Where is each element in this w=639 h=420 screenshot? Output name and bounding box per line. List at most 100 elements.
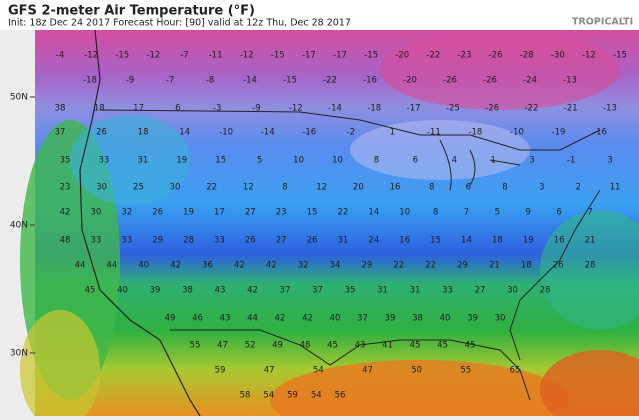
canada-cold	[380, 30, 620, 110]
temperature-value: 45	[327, 341, 338, 351]
temperature-value: 44	[106, 261, 117, 271]
temperature-value: 30	[96, 183, 107, 193]
temperature-value: 35	[60, 156, 71, 166]
temperature-value: 32	[121, 208, 132, 218]
temperature-value: 6	[413, 156, 418, 166]
temperature-labels: -4 -12 -15 -12 -7 -11 -12 -15 -17 -17 -15 -20 -22 -23…	[55, 51, 627, 401]
temperature-value: -19	[552, 128, 566, 138]
temperature-value: 26	[553, 261, 564, 271]
lat-label: 50N	[10, 93, 28, 103]
temperature-value: 37	[312, 286, 323, 296]
temperature-value: -13	[603, 104, 617, 114]
temperature-value: -15	[115, 51, 129, 61]
temperature-value: 8	[502, 183, 507, 193]
temperature-value: 56	[335, 391, 346, 401]
temperature-value: 42	[302, 314, 313, 324]
temperature-value: 42	[266, 261, 277, 271]
temperature-value: 54	[311, 391, 322, 401]
temperature-value: 45	[410, 341, 421, 351]
temperature-value: 9	[526, 208, 531, 218]
temperature-value: 33	[90, 236, 101, 246]
temperature-value: 15	[307, 208, 318, 218]
temperature-value: 38	[182, 286, 193, 296]
temperature-value: 39	[150, 286, 161, 296]
temperature-value: 5	[257, 156, 262, 166]
temperature-value: -7	[166, 76, 174, 86]
temperature-value: 31	[137, 156, 148, 166]
temperature-value: 45	[85, 286, 96, 296]
temperature-value: 27	[276, 236, 287, 246]
temperature-value: -14	[243, 76, 257, 86]
temperature-value: -1	[567, 156, 575, 166]
temperature-value: -2	[347, 128, 355, 138]
temperature-value: 4	[452, 156, 457, 166]
temperature-value: 38	[412, 314, 423, 324]
temperature-value: -16	[363, 76, 377, 86]
temperature-value: 42	[234, 261, 245, 271]
temperature-value: 50	[411, 366, 422, 376]
temperature-value: -18	[83, 76, 97, 86]
northern-border	[99, 109, 601, 151]
temperature-value: 28	[540, 286, 551, 296]
temperature-value: -24	[523, 76, 537, 86]
temperature-value: 48	[300, 341, 311, 351]
temperature-value: -30	[551, 51, 565, 61]
temperature-value: 32	[298, 261, 309, 271]
temperature-value: 22	[338, 208, 349, 218]
map-field	[20, 29, 639, 420]
temperature-value: -14	[261, 128, 275, 138]
temperature-value: 33	[442, 286, 453, 296]
temperature-value: 23	[60, 183, 71, 193]
temperature-value: 29	[457, 261, 468, 271]
temperature-value: 46	[192, 314, 203, 324]
great-lakes	[439, 139, 521, 191]
temperature-value: 17	[214, 208, 225, 218]
temperature-value: -23	[457, 51, 471, 61]
temperature-value: 8	[429, 183, 434, 193]
temperature-value: 54	[263, 391, 274, 401]
temperature-value: 6	[175, 104, 180, 114]
temperature-value: 59	[215, 366, 226, 376]
temperature-value: 31	[338, 236, 349, 246]
temperature-value: 1	[390, 128, 395, 138]
temperature-value: 2	[576, 183, 581, 193]
gulf-warm	[270, 360, 570, 420]
temperature-value: 33	[121, 236, 132, 246]
temperature-value: 42	[170, 261, 181, 271]
temperature-value: 65	[510, 366, 521, 376]
temperature-value: -21	[564, 104, 578, 114]
temperature-value: -20	[395, 51, 409, 61]
temperature-value: 27	[245, 208, 256, 218]
temperature-value: 8	[282, 183, 287, 193]
temperature-value: 44	[75, 261, 86, 271]
temperature-value: 45	[465, 341, 476, 351]
temperature-value: 45	[437, 341, 448, 351]
temperature-value: 7	[464, 208, 469, 218]
temperature-value: -11	[209, 51, 223, 61]
temperature-value: 47	[264, 366, 275, 376]
temperature-value: 10	[293, 156, 304, 166]
temperature-value: -26	[489, 51, 503, 61]
temperature-value: 26	[152, 208, 163, 218]
run-info: Init: 18z Dec 24 2017 Forecast Hour: [90…	[8, 18, 351, 29]
temperature-value: 10	[332, 156, 343, 166]
temperature-value: -12	[84, 51, 98, 61]
map-title: GFS 2-meter Air Temperature (°F)	[8, 4, 255, 19]
temperature-value: 14	[179, 128, 190, 138]
temperature-value: -26	[483, 76, 497, 86]
temperature-value: 39	[385, 314, 396, 324]
temperature-value: 37	[280, 286, 291, 296]
temperature-value: 6	[466, 183, 471, 193]
temperature-value: 42	[60, 208, 71, 218]
temperature-value: -16	[593, 128, 607, 138]
temperature-value: -18	[367, 104, 381, 114]
temperature-value: 18	[138, 128, 149, 138]
temperature-value: 40	[138, 261, 149, 271]
atlantic-warm	[540, 210, 639, 330]
temperature-value: 10	[399, 208, 410, 218]
temperature-value: -22	[426, 51, 440, 61]
temperature-value: 49	[272, 341, 283, 351]
temperature-value: -15	[271, 51, 285, 61]
